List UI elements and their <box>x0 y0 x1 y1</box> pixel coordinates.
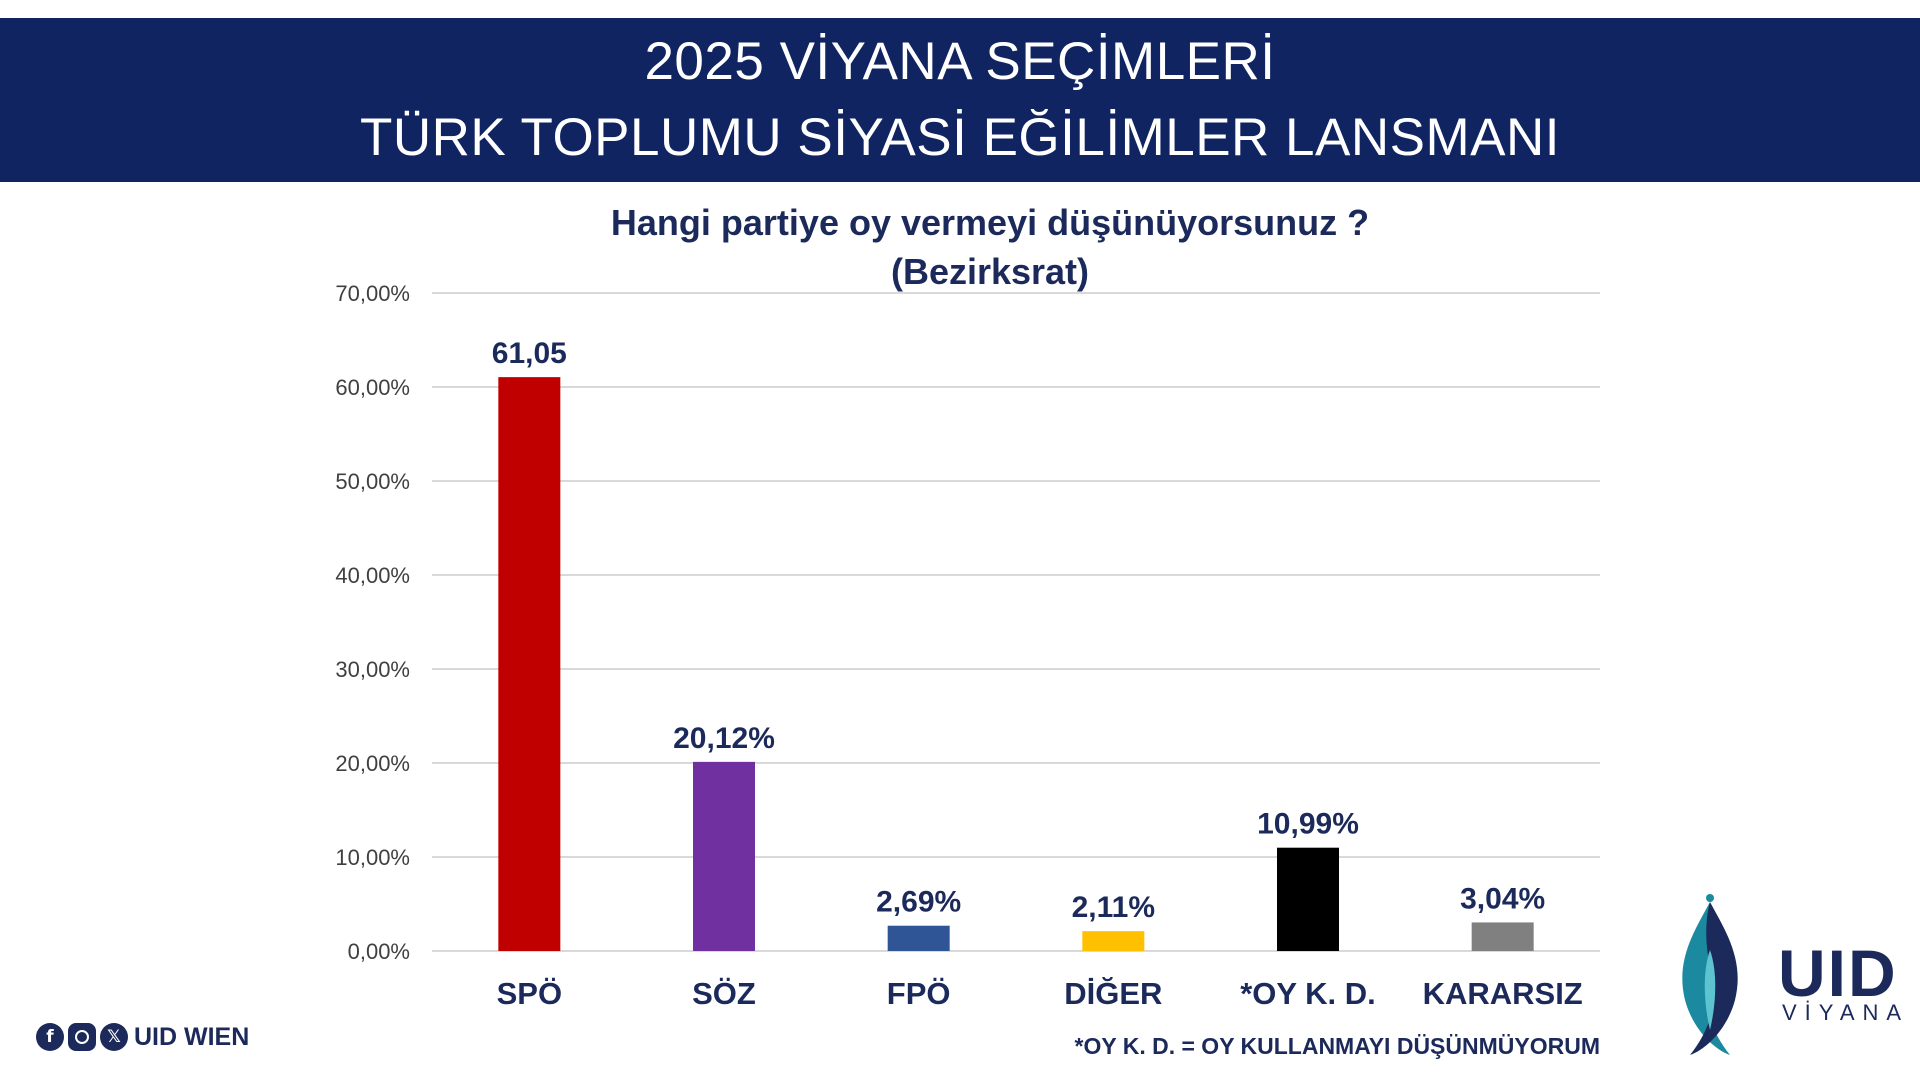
footnote: *OY K. D. = OY KULLANMAYI DÜŞÜNMÜYORUM <box>1074 1033 1600 1059</box>
logo-subtext: VİYANA <box>1782 1000 1910 1025</box>
y-tick-label: 60,00% <box>335 375 410 400</box>
y-tick-label: 40,00% <box>335 563 410 588</box>
data-label: 2,69% <box>876 886 961 919</box>
y-tick-label: 0,00% <box>348 939 410 964</box>
y-tick-label: 50,00% <box>335 469 410 494</box>
data-label: 20,12% <box>673 722 775 755</box>
category-label: FPÖ <box>887 976 951 1011</box>
y-tick-label: 30,00% <box>335 657 410 682</box>
y-tick-label: 10,00% <box>335 845 410 870</box>
category-label: SÖZ <box>692 976 756 1011</box>
header-line-1: 2025 VİYANA SEÇİMLERİ <box>644 32 1276 91</box>
data-label: 2,11% <box>1072 891 1155 924</box>
bar <box>887 925 950 951</box>
bar <box>1277 847 1339 951</box>
social-links: f 𝕏 UID WIEN <box>36 1022 249 1052</box>
y-tick-label: 20,00% <box>335 751 410 776</box>
category-label: *OY K. D. <box>1240 976 1376 1011</box>
bar <box>1082 931 1145 951</box>
category-label: SPÖ <box>497 976 562 1011</box>
uid-logo-emblem <box>1682 894 1738 1055</box>
logo-text: UID <box>1778 936 1898 1010</box>
data-label: 61,05 <box>492 337 567 370</box>
instagram-icon[interactable] <box>68 1023 96 1051</box>
data-label: 3,04% <box>1460 882 1545 915</box>
data-label: 10,99% <box>1257 808 1359 841</box>
social-handle: UID WIEN <box>134 1022 250 1051</box>
header-line-2: TÜRK TOPLUMU SİYASİ EĞİLİMLER LANSMANI <box>359 108 1560 167</box>
bar <box>498 377 561 951</box>
bar <box>693 761 755 951</box>
x-icon[interactable]: 𝕏 <box>100 1023 128 1051</box>
facebook-icon[interactable]: f <box>36 1023 64 1051</box>
category-label: KARARSIZ <box>1423 976 1583 1011</box>
category-label: DİĞER <box>1064 976 1162 1011</box>
chart-title: Hangi partiye oy vermeyi düşünüyorsunuz … <box>610 202 1370 243</box>
chart-subtitle: (Bezirksrat) <box>890 251 1090 292</box>
y-tick-label: 70,00% <box>335 281 410 306</box>
bar <box>1471 922 1534 951</box>
header-banner: 2025 VİYANA SEÇİMLERİ TÜRK TOPLUMU SİYAS… <box>0 18 1920 182</box>
